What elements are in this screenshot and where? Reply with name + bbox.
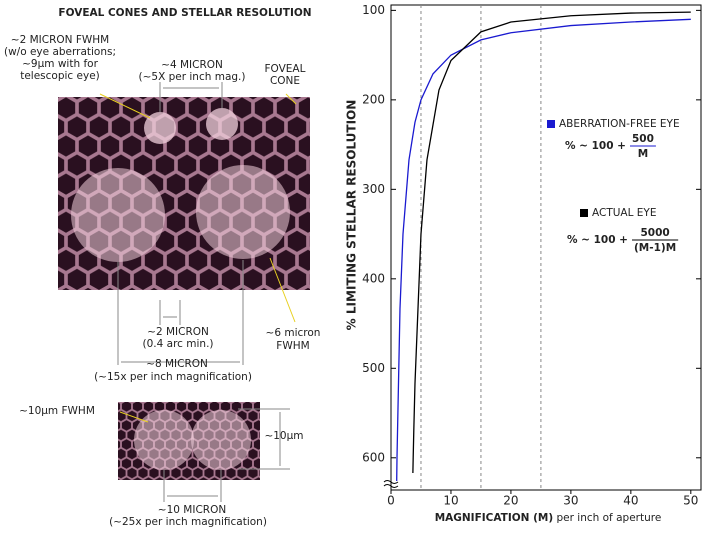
label: ~8 MICRON [146, 358, 208, 370]
label: ~2 MICRON [147, 326, 209, 338]
label: FOVEAL [265, 63, 306, 75]
legend-marker [580, 209, 588, 217]
label: telescopic eye) [20, 70, 100, 82]
label: (w/o eye aberrations; [4, 46, 116, 58]
diagram-title: FOVEAL CONES AND STELLAR RESOLUTION [58, 7, 311, 19]
label: FWHM [276, 340, 309, 352]
label: (0.4 arc min.) [143, 338, 214, 350]
formula: % ~ 100 + [565, 140, 626, 152]
y-tick-label: 500 [362, 361, 385, 375]
label: ~6 micron [266, 327, 321, 339]
dimension-lines [117, 82, 290, 502]
plot-frame [390, 4, 702, 491]
label: ~2 MICRON FWHM [11, 34, 109, 46]
y-tick-label: 100 [362, 3, 385, 17]
chart: 0 10 20 30 40 50 100 200 300 400 500 600 MAGNIFICATI… [345, 3, 702, 524]
psf-small [206, 108, 238, 140]
y-axis-label: % LIMITING STELLAR RESOLUTION [345, 100, 359, 331]
label: ~9µm with for [22, 58, 98, 70]
x-tick-label: 0 [387, 494, 395, 508]
x-tick-label: 40 [623, 494, 638, 508]
legend-marker [547, 120, 555, 128]
label: ~10µm FWHM [19, 405, 95, 417]
x-tick-label: 20 [503, 494, 518, 508]
label: (~25x per inch magnification) [109, 516, 267, 528]
label: (~15x per inch magnification) [94, 371, 252, 383]
psf-large [196, 165, 290, 259]
psf-small [144, 112, 176, 144]
curve [412, 11, 691, 474]
y-tick-label: 200 [362, 92, 385, 106]
label: CONE [270, 75, 300, 87]
label: (~5X per inch mag.) [139, 71, 246, 83]
x-tick-label: 30 [563, 494, 578, 508]
diagram: FOVEAL CONES AND STELLAR RESOLUTION ~2 M… [4, 7, 320, 528]
x-label-bold: MAGNIFICATION (M) [435, 512, 553, 524]
formula-denominator: (M-1)M [634, 242, 676, 254]
formula-numerator: 5000 [640, 227, 669, 239]
axis-break [383, 480, 399, 488]
formula-numerator: 500 [632, 133, 654, 145]
legend-label: ABERRATION-FREE EYE [559, 118, 680, 130]
y-tick-label: 600 [362, 450, 385, 464]
x-tick-label: 10 [443, 494, 458, 508]
x-axis-label: MAGNIFICATION (M) per inch of aperture [435, 512, 662, 524]
formula: % ~ 100 + [567, 234, 628, 246]
curve [396, 18, 691, 482]
label: ~10µm [264, 430, 303, 442]
formula-denominator: M [638, 148, 648, 160]
psf-large [71, 168, 165, 262]
psf-medium [134, 410, 194, 470]
x-tick-label: 50 [683, 494, 698, 508]
y-tick-label: 300 [362, 182, 385, 196]
label: ~10 MICRON [158, 504, 226, 516]
psf-medium [191, 410, 251, 470]
leaders [99, 93, 297, 423]
x-label-rest: per inch of aperture [557, 512, 662, 524]
legend-label: ACTUAL EYE [592, 207, 656, 219]
y-tick-label: 400 [362, 271, 385, 285]
label: ~4 MICRON [161, 59, 223, 71]
